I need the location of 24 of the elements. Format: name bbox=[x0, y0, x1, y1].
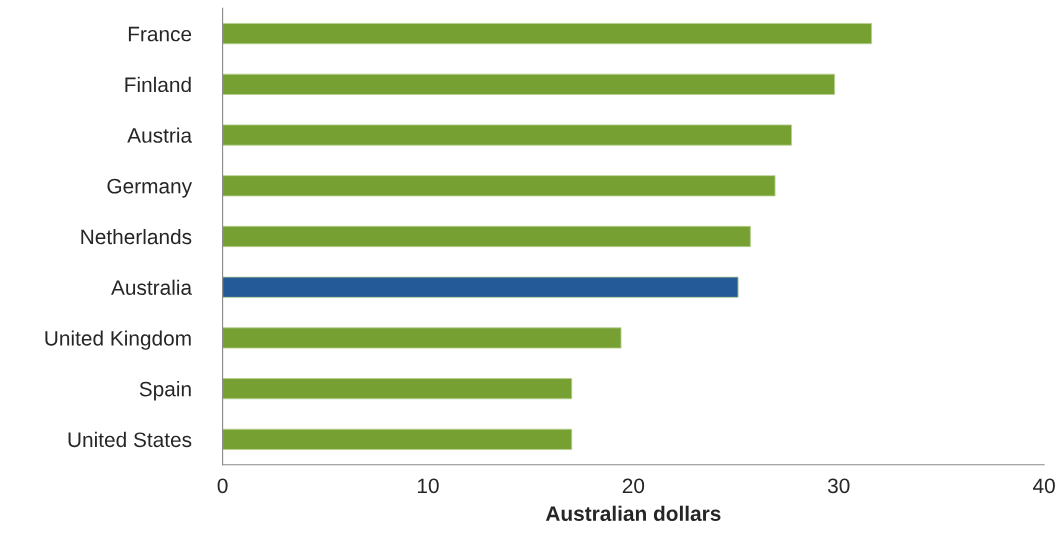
bar bbox=[222, 428, 573, 450]
y-tick-label: Australia bbox=[111, 279, 193, 295]
x-tick-label: 0 bbox=[217, 478, 228, 494]
x-tick-label: 40 bbox=[1032, 478, 1055, 494]
y-tick-label: United States bbox=[68, 431, 192, 448]
bar bbox=[222, 225, 751, 248]
bar bbox=[222, 23, 872, 45]
x-tick-label: 30 bbox=[827, 478, 850, 494]
bar bbox=[222, 276, 739, 298]
x-tick-label: 20 bbox=[622, 478, 645, 494]
bar bbox=[222, 378, 573, 400]
y-tick-label: Austria bbox=[127, 127, 193, 143]
y-tick-label: Finland bbox=[125, 76, 191, 93]
y-tick-label: Netherlands bbox=[81, 228, 192, 245]
bar bbox=[222, 73, 836, 95]
y-tick-label: Spain bbox=[139, 381, 191, 401]
bar bbox=[222, 124, 792, 146]
y-tick-label: United Kingdom bbox=[45, 330, 191, 350]
y-tick-label: Germany bbox=[107, 178, 193, 198]
bar bbox=[222, 327, 622, 349]
y-tick-label: France bbox=[128, 26, 192, 42]
x-axis-title: Australian dollars bbox=[545, 505, 721, 521]
x-tick-label: 10 bbox=[417, 478, 439, 494]
bar bbox=[222, 175, 776, 197]
